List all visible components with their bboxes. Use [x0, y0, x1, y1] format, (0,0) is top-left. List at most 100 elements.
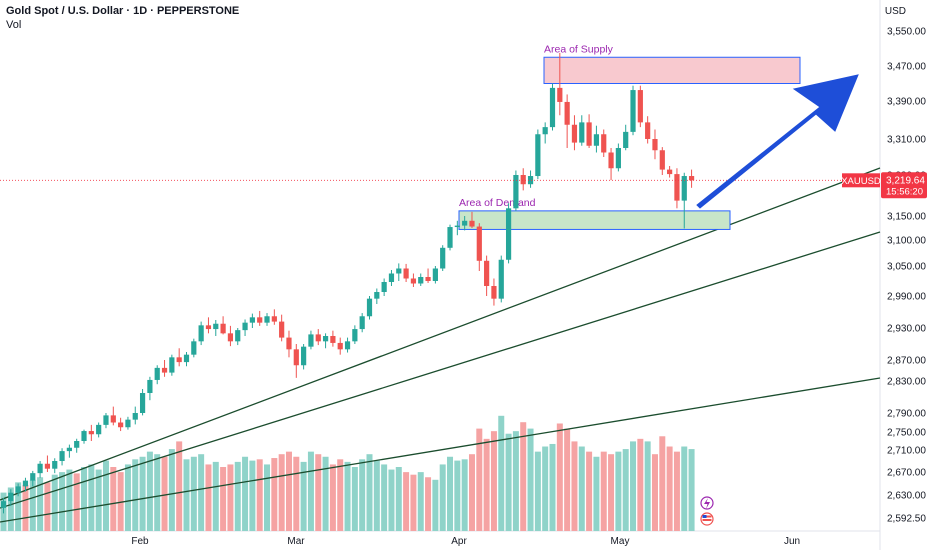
volume-bar [7, 487, 14, 531]
candle [132, 406, 138, 425]
y-tick-label: 3,310.00 [887, 135, 926, 146]
flag-canton [702, 515, 707, 518]
candle-body [476, 226, 482, 261]
candle [0, 498, 7, 514]
candle-body [110, 415, 116, 423]
candle-body [198, 325, 204, 342]
candle [249, 313, 255, 328]
candle [564, 94, 570, 148]
candle-body [44, 463, 51, 469]
candle-body [564, 101, 570, 125]
candle [557, 52, 563, 116]
candle-body [205, 325, 212, 330]
candle [235, 328, 241, 346]
volume-bar [403, 472, 410, 531]
candle-body [608, 152, 614, 169]
candle [601, 129, 607, 157]
candle [505, 203, 512, 264]
volume-bar [117, 472, 124, 531]
candle-body [403, 268, 409, 279]
volume-bar [381, 464, 388, 531]
price-tag-bg [881, 172, 927, 199]
y-tick-label: 2,710.00 [887, 446, 926, 457]
candle [264, 313, 270, 326]
volume-bar [498, 415, 505, 531]
y-tick-label: 2,630.00 [887, 491, 926, 502]
volume-bar [198, 454, 205, 531]
candle [52, 458, 58, 474]
candle-body [366, 298, 373, 317]
demand-zone-label: Area of Demand [459, 197, 536, 209]
candle-body [645, 122, 651, 139]
volume-bar [651, 454, 658, 531]
candle [681, 172, 687, 229]
candle [579, 115, 585, 146]
candle-body [659, 150, 665, 170]
candle [257, 310, 263, 326]
volume-bar [307, 451, 314, 531]
candle-body [227, 333, 234, 342]
y-tick-label: 3,050.00 [887, 262, 926, 273]
volume-bar [249, 460, 256, 531]
candle-body [381, 282, 387, 292]
candle [498, 255, 504, 303]
volume-bar [81, 467, 88, 531]
volume-label[interactable]: Vol [6, 19, 22, 31]
volume-bar [359, 459, 366, 531]
zones: Area of Supply Area of Demand [458, 43, 801, 230]
candle [586, 114, 592, 148]
candle-body [169, 357, 175, 373]
candle [462, 216, 468, 231]
volume-bar [410, 474, 417, 531]
candle [645, 116, 651, 144]
candle [352, 325, 358, 344]
candle [469, 211, 475, 228]
volume-bar [59, 472, 66, 531]
candle [491, 278, 497, 306]
volume-bar [432, 479, 439, 531]
demand-zone [458, 210, 731, 230]
candle [293, 344, 299, 378]
candle [344, 337, 351, 353]
candle [630, 85, 636, 136]
volume-bar [234, 461, 241, 531]
candle-body [220, 323, 226, 334]
candle-body [301, 346, 307, 366]
volume-bar [673, 451, 680, 531]
volume-bar [520, 422, 527, 531]
volume-bar [622, 449, 629, 531]
candle-body [469, 220, 475, 227]
volume-bar [344, 461, 351, 531]
candle [359, 313, 365, 333]
candle [608, 148, 614, 181]
candle [542, 122, 548, 144]
candle [425, 268, 431, 283]
candle [125, 416, 131, 430]
candle-body [637, 90, 643, 123]
candle [520, 168, 526, 191]
volume-bar [366, 454, 373, 531]
candle-body [183, 354, 190, 363]
candle-body [615, 148, 621, 169]
volume-bar [183, 459, 190, 531]
volume-bar [329, 464, 336, 531]
candle [337, 337, 343, 355]
candle-body [359, 316, 365, 330]
candle [403, 263, 409, 282]
candle [374, 288, 380, 304]
symbol-title[interactable]: Gold Spot / U.S. Dollar · 1D · PEPPERSTO… [6, 5, 240, 17]
candle [227, 325, 234, 347]
volume-bar [102, 460, 109, 531]
candle-body [520, 175, 526, 185]
candle [118, 417, 124, 432]
volume-bar [476, 428, 483, 531]
candle [242, 319, 248, 336]
price-tag-price: 3,219.64 [886, 175, 925, 186]
y-tick-label: 2,670.00 [887, 468, 926, 479]
candle [81, 429, 87, 444]
x-tick-label: Feb [131, 536, 149, 547]
volume-bar [315, 454, 322, 531]
currency-label[interactable]: USD [884, 6, 906, 17]
y-tick-label: 2,830.00 [887, 377, 926, 388]
